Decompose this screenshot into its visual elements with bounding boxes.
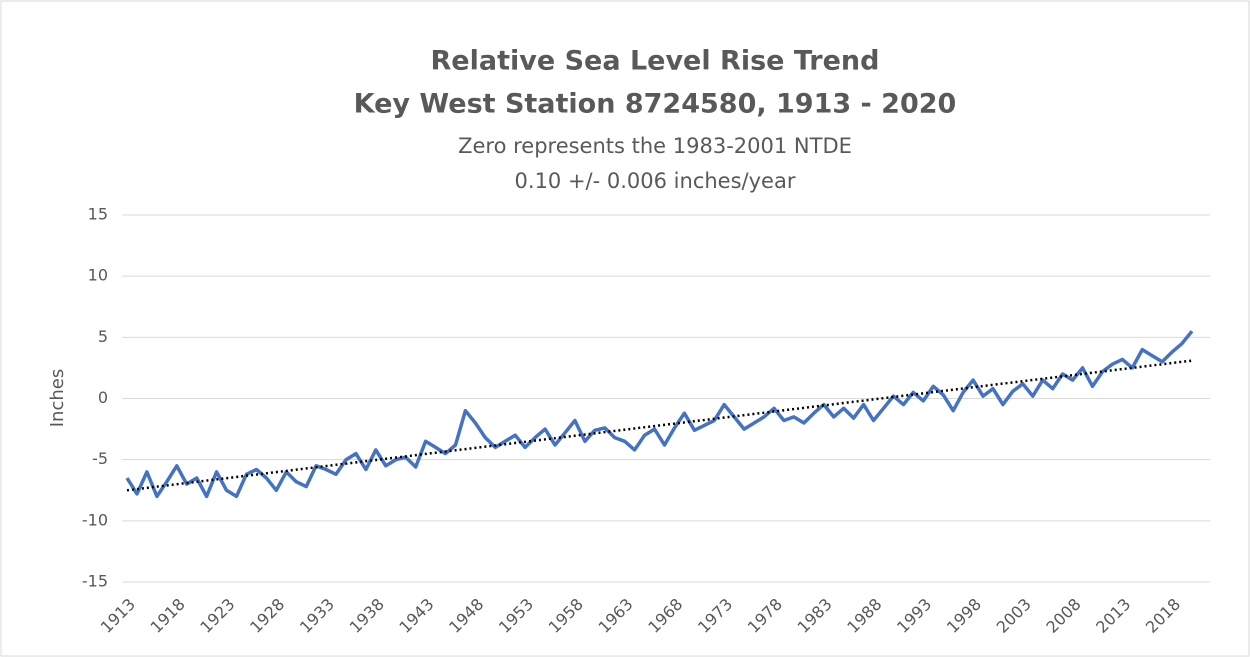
chart-subtitle: Zero represents the 1983-2001 NTDE [458, 134, 852, 158]
y-tick-label: 15 [88, 205, 108, 224]
y-tick-label: -5 [92, 449, 108, 468]
y-tick-label: 5 [98, 327, 108, 346]
y-tick-label: 10 [88, 266, 108, 285]
y-tick-label: -15 [82, 572, 108, 591]
y-tick-label: -10 [82, 510, 108, 529]
chart-title: Key West Station 8724580, 1913 - 2020 [354, 89, 957, 120]
data-line [125, 330, 1194, 499]
y-tick-label: 0 [98, 388, 108, 407]
trend-line [126, 359, 1193, 492]
chart-subtitle: 0.10 +/- 0.006 inches/year [515, 169, 796, 193]
y-axis-label: Inches [47, 369, 68, 427]
chart-title: Relative Sea Level Rise Trend [431, 46, 880, 77]
